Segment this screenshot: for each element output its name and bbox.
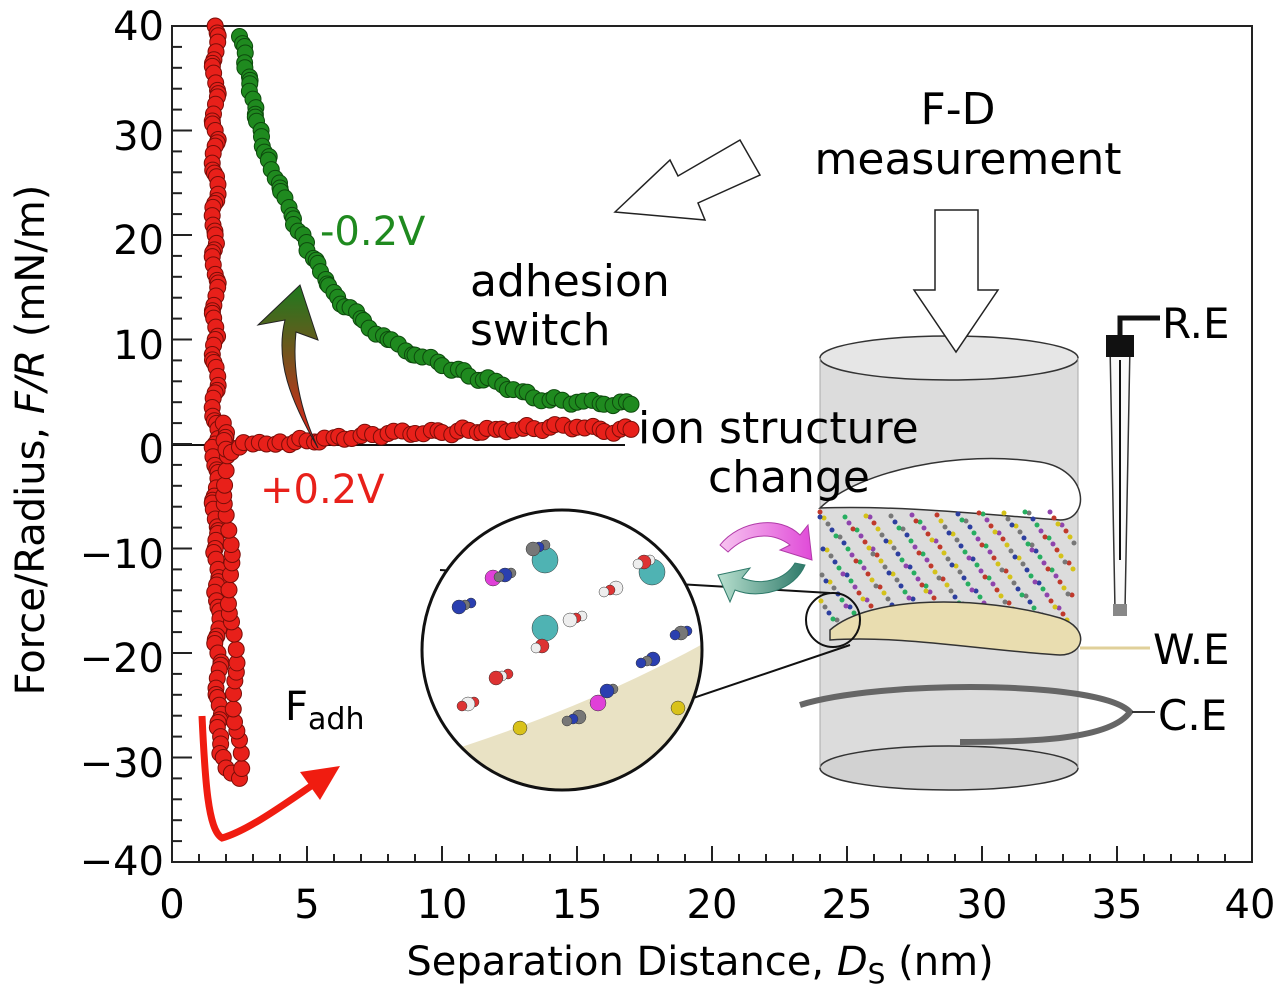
data-point-pos	[233, 760, 251, 778]
data-point-pos	[224, 700, 242, 718]
ytick-m20: −20	[80, 636, 164, 682]
data-point-pos	[227, 640, 245, 658]
data-point-pos	[217, 462, 235, 480]
ytick-m30: −30	[80, 741, 164, 787]
adhesion-label-1: adhesion	[470, 256, 670, 307]
xtick-40: 40	[1225, 882, 1276, 928]
ytick-m40: −40	[80, 839, 164, 885]
ion-label-2: change	[708, 452, 870, 503]
cylinder-body	[820, 358, 1078, 768]
ce-label: C.E	[1158, 691, 1227, 740]
xtick-30: 30	[957, 882, 1008, 928]
y-axis-title: Force/Radius, F/R (mN/m)	[8, 185, 54, 696]
cycle-arrow-teal-icon	[717, 562, 806, 604]
down-arrow-icon	[912, 209, 1000, 354]
ion-label-1: ion structure	[638, 403, 919, 454]
electrochemical-cell-diagram	[420, 138, 1160, 792]
left-arrow-icon	[613, 138, 762, 221]
xtick-25: 25	[822, 882, 873, 928]
cycle-arrow-pink-icon	[719, 522, 813, 561]
ytick-m10: −10	[80, 532, 164, 578]
data-point-pos	[222, 536, 240, 554]
series-label-pos: +0.2V	[260, 467, 385, 513]
ytick-40: 40	[113, 4, 164, 50]
ytick-20: 20	[113, 218, 164, 264]
xtick-35: 35	[1092, 882, 1143, 928]
data-point-pos	[622, 420, 640, 438]
fadh-label: Fadh	[285, 684, 364, 737]
upper-surface	[818, 457, 1082, 521]
axis-ticks	[171, 25, 1253, 863]
data-point-pos	[216, 476, 234, 494]
data-points	[203, 17, 640, 787]
working-electrode-surface	[829, 601, 1082, 656]
ytick-0: 0	[139, 427, 164, 473]
fd-label-1: F-D	[920, 84, 995, 135]
we-label: W.E	[1153, 625, 1230, 674]
data-point-neg	[622, 395, 640, 413]
fd-label-2: measurement	[815, 134, 1122, 185]
ytick-30: 30	[113, 114, 164, 160]
cylinder-bottom	[819, 745, 1079, 791]
x-axis-title: Separation Distance, DS (nm)	[406, 939, 993, 986]
ytick-10: 10	[113, 323, 164, 369]
data-point-pos	[220, 521, 238, 539]
re-label: R.E	[1162, 299, 1230, 348]
molecular-zoom-inset	[422, 510, 702, 790]
fadh-arrow-icon	[198, 715, 322, 842]
counter-electrode-wire	[799, 684, 1134, 745]
xtick-15: 15	[552, 882, 603, 928]
xtick-0: 0	[159, 882, 184, 928]
xtick-20: 20	[687, 882, 738, 928]
xtick-5: 5	[294, 882, 319, 928]
adhesion-switch-arrow-icon	[256, 284, 319, 449]
adhesion-label-2: switch	[470, 305, 610, 356]
data-point-pos	[220, 581, 238, 599]
series-label-neg: -0.2V	[320, 209, 426, 255]
xtick-10: 10	[417, 882, 468, 928]
